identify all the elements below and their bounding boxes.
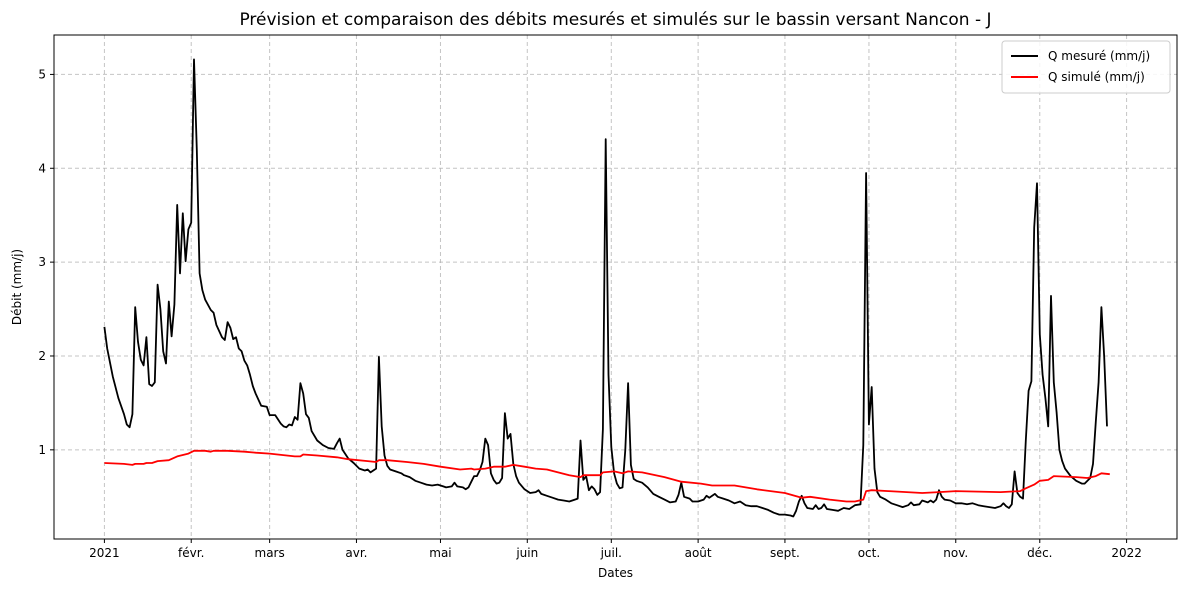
x-axis-label: Dates	[598, 566, 633, 580]
x-tick-label: mai	[429, 546, 451, 560]
y-tick-label: 4	[38, 161, 46, 175]
chart-title: Prévision et comparaison des débits mesu…	[239, 10, 991, 30]
x-tick-label: oct.	[858, 546, 880, 560]
x-tick-label: avr.	[345, 546, 367, 560]
y-tick-label: 2	[38, 349, 46, 363]
x-tick-label: févr.	[178, 546, 204, 560]
y-tick-label: 5	[38, 67, 46, 81]
x-tick-label: mars	[255, 546, 285, 560]
legend-label-measured: Q mesuré (mm/j)	[1048, 49, 1150, 63]
legend: Q mesuré (mm/j) Q simulé (mm/j)	[1002, 41, 1170, 93]
legend-label-simulated: Q simulé (mm/j)	[1048, 70, 1145, 84]
x-tick-label: déc.	[1027, 546, 1052, 560]
x-tick-label: 2021	[89, 546, 120, 560]
x-tick-label: nov.	[943, 546, 968, 560]
x-tick-label: sept.	[770, 546, 800, 560]
y-tick-label: 3	[38, 255, 46, 269]
x-tick-label: 2022	[1111, 546, 1142, 560]
x-tick-label: juin	[515, 546, 538, 560]
y-tick-label: 1	[38, 443, 46, 457]
x-tick-label: août	[685, 546, 712, 560]
x-tick-label: juil.	[600, 546, 622, 560]
y-axis-label: Débit (mm/j)	[10, 249, 24, 325]
